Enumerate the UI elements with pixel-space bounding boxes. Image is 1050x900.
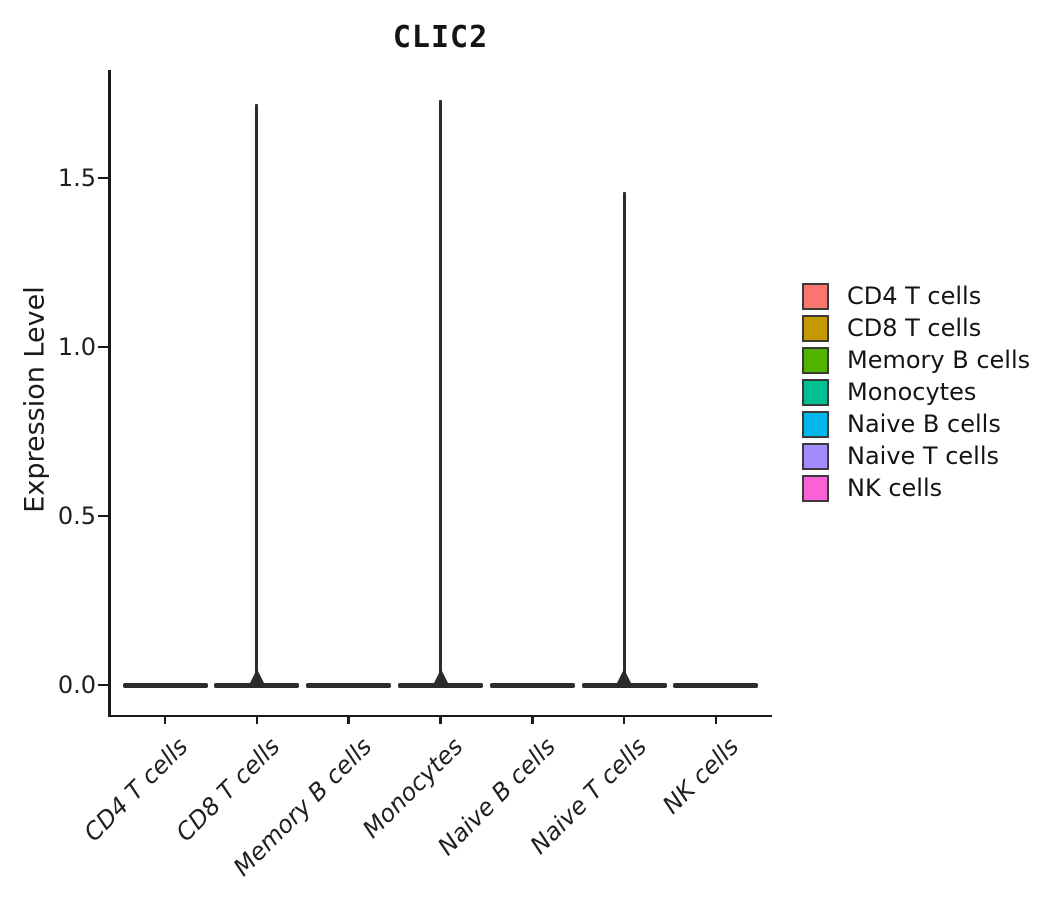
violin-body [306,682,392,688]
chart-title: CLIC2 [392,20,489,55]
legend-item-label: Naive T cells [847,442,1000,470]
violin-spike [622,191,626,685]
y-tick-mark [98,345,109,349]
y-tick-mark [98,176,109,180]
legend-key [802,379,829,406]
x-tick-mark [347,716,350,724]
y-tick-label: 0.0 [57,671,96,699]
violin-body [214,682,300,688]
y-tick-mark [98,683,109,687]
legend-key [802,283,829,310]
violin-body [398,682,484,688]
legend-item-label: CD4 T cells [847,282,982,310]
legend-item-label: Memory B cells [847,346,1031,374]
x-tick-mark [163,716,167,724]
legend-key [802,347,829,374]
x-tick-mark [255,716,259,724]
legend-item-label: Monocytes [847,378,977,406]
violin-spike-base [248,669,265,685]
x-tick-mark [714,716,718,724]
x-tick-label: NK cells [656,732,745,820]
x-tick-mark [531,716,534,724]
violin-spike-base [432,669,449,685]
y-tick-label: 1.5 [57,164,96,192]
legend-key [802,411,829,438]
violin-body [673,682,759,688]
y-tick-label: 0.5 [57,502,96,530]
legend-item-label: NK cells [847,474,943,502]
x-tick-mark [622,716,626,724]
y-axis-title: Expression Level [19,286,51,513]
y-tick-label: 1.0 [57,333,96,361]
x-tick-mark [439,716,442,724]
legend-item-label: Naive B cells [847,410,1001,438]
legend-key [802,475,829,502]
violin-spike [255,103,259,685]
y-tick-mark [98,514,109,518]
legend-key [802,315,829,342]
x-axis-line [108,714,772,717]
legend-key [802,443,829,470]
violin-body [581,682,667,688]
violin-spike [439,100,443,685]
y-axis-line [108,70,111,716]
violin-body [122,682,208,688]
violin-spike-base [616,669,633,685]
legend-item-label: CD8 T cells [847,314,982,342]
violin-body [489,682,575,688]
